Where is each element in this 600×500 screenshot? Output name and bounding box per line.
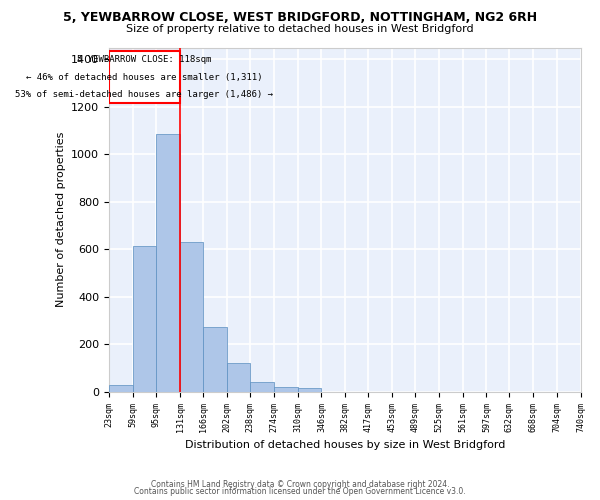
Bar (227, 364, 250, 392)
Text: ← 46% of detached houses are smaller (1,311): ← 46% of detached houses are smaller (1,… (26, 72, 263, 82)
Bar (203, 326, 227, 392)
Text: 5 YEWBARROW CLOSE: 118sqm: 5 YEWBARROW CLOSE: 118sqm (77, 56, 212, 64)
Bar (109, 385, 133, 392)
Text: 5, YEWBARROW CLOSE, WEST BRIDGFORD, NOTTINGHAM, NG2 6RH: 5, YEWBARROW CLOSE, WEST BRIDGFORD, NOTT… (63, 11, 537, 24)
Text: Contains public sector information licensed under the Open Government Licence v3: Contains public sector information licen… (134, 487, 466, 496)
Bar (133, 246, 157, 392)
Bar (180, 242, 203, 392)
FancyBboxPatch shape (109, 51, 180, 104)
Text: Size of property relative to detached houses in West Bridgford: Size of property relative to detached ho… (126, 24, 474, 34)
Bar (157, 134, 180, 392)
Bar (250, 382, 274, 392)
Bar (298, 388, 322, 392)
Y-axis label: Number of detached properties: Number of detached properties (56, 132, 65, 308)
Text: Contains HM Land Registry data © Crown copyright and database right 2024.: Contains HM Land Registry data © Crown c… (151, 480, 449, 489)
Text: 53% of semi-detached houses are larger (1,486) →: 53% of semi-detached houses are larger (… (16, 90, 274, 99)
Bar (274, 386, 298, 392)
X-axis label: Distribution of detached houses by size in West Bridgford: Distribution of detached houses by size … (185, 440, 505, 450)
